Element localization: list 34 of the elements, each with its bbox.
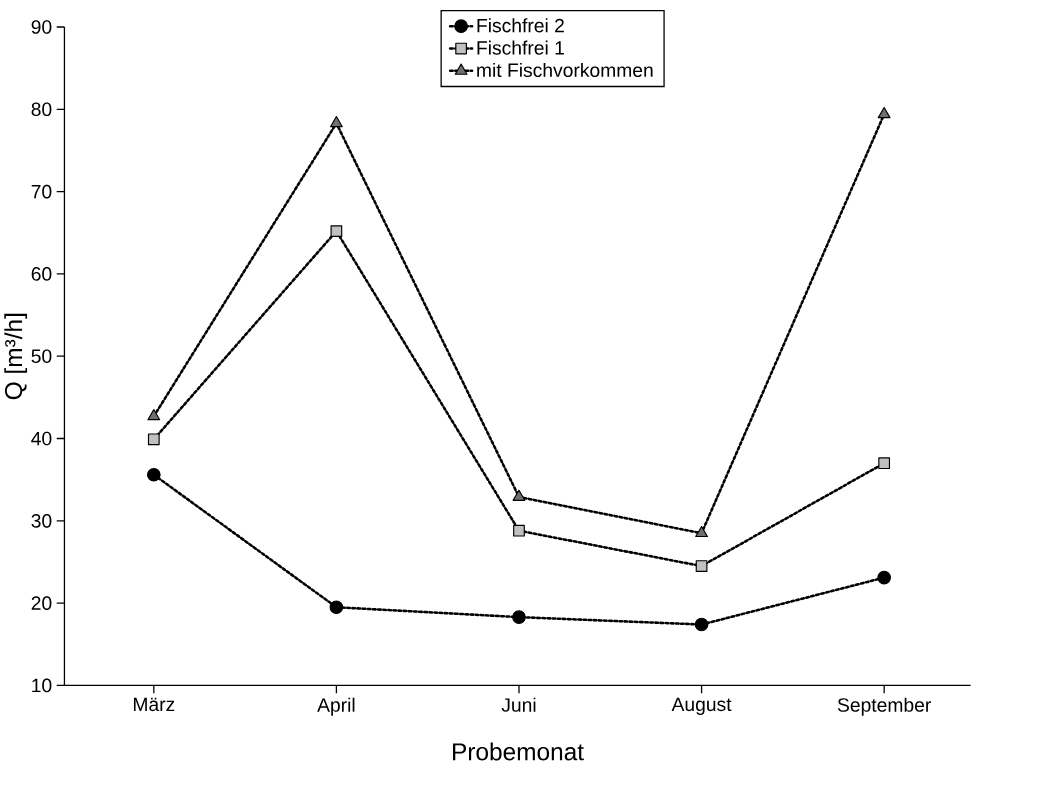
y-tick-label: 20 [31, 596, 52, 610]
point [694, 617, 709, 632]
point [877, 106, 891, 118]
point [512, 610, 526, 624]
x-tick-label: April [317, 697, 355, 716]
x-axis-title: Probemonat [453, 742, 584, 761]
point [147, 408, 161, 421]
y-tick-label: 30 [31, 513, 52, 528]
y-tick-label: 60 [31, 266, 52, 281]
x-tick-label: August [671, 697, 732, 715]
point [877, 570, 891, 585]
point [512, 489, 526, 501]
legend-label: Fischfrei 1 [477, 40, 564, 55]
point [146, 467, 161, 482]
point [878, 457, 891, 469]
x-tick-label: Juni [501, 697, 536, 712]
legend-label: mit Fischvorkommen [477, 62, 653, 77]
y-tick-label: 10 [32, 678, 52, 693]
y-axis-title: Q [m³/h] [4, 313, 28, 399]
y-tick-label: 90 [31, 19, 52, 34]
y-tick-label: 70 [31, 184, 52, 199]
y-tick-label: 40 [31, 431, 52, 446]
point [329, 600, 344, 614]
x-tick-label: September [837, 697, 931, 716]
y-tick-label: 50 [31, 349, 52, 363]
x-tick-label: März [133, 697, 175, 711]
point [147, 433, 160, 445]
point [695, 525, 708, 537]
y-tick-label: 80 [31, 102, 52, 116]
point [695, 559, 708, 572]
point [330, 225, 343, 237]
legend-label: Fischfrei 2 [477, 18, 564, 33]
point [513, 524, 525, 537]
point [329, 115, 343, 128]
